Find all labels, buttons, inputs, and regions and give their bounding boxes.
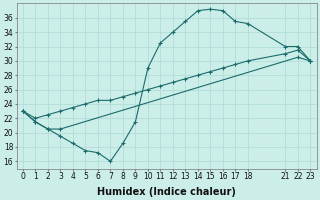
X-axis label: Humidex (Indice chaleur): Humidex (Indice chaleur) — [97, 187, 236, 197]
